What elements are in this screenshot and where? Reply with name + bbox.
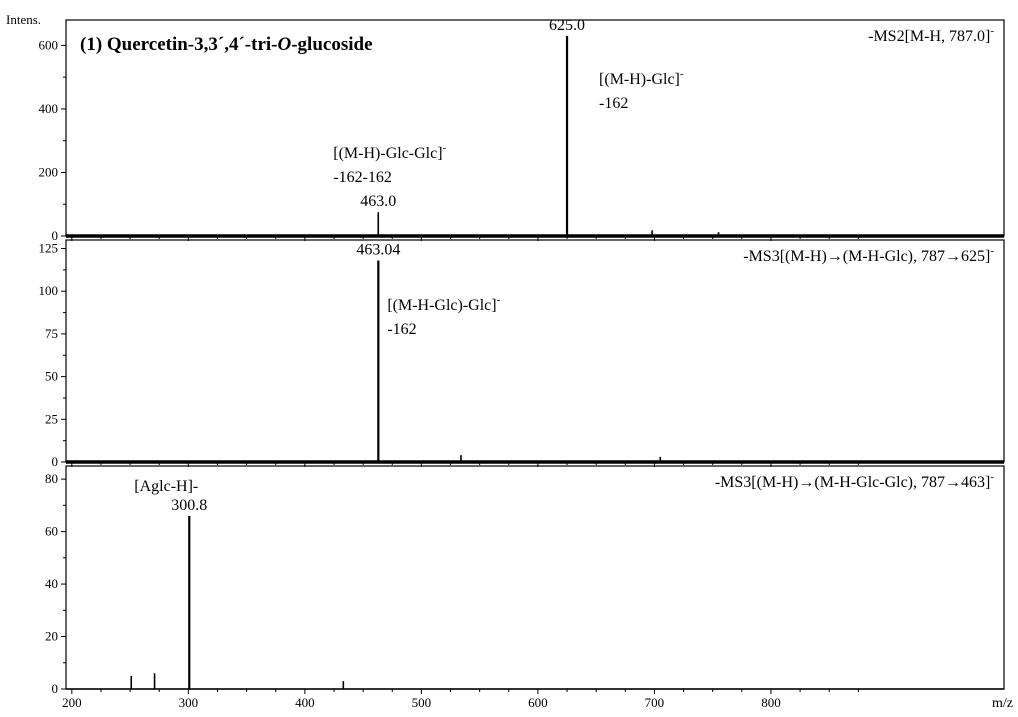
title-part-italic: O — [278, 34, 292, 55]
y-tick-label: 50 — [45, 369, 58, 384]
fragment-annotation: [(M-H)-Glc]- — [599, 68, 684, 88]
x-tick-label: 500 — [412, 695, 432, 710]
y-tick-label: 400 — [39, 101, 59, 116]
x-tick-label: 200 — [62, 695, 82, 710]
scan-label: -MS3[(M-H)→(M-H-Glc), 787→625]- — [743, 245, 994, 265]
peak-label: 625.0 — [549, 17, 585, 34]
spectrum-panel-3: 0 20 40 60 80 300.8 -MS3[(M-H)→(M-H-Glc-Glc), … — [45, 465, 1005, 710]
scan-label-superscript: - — [990, 245, 994, 257]
scan-label-superscript: - — [990, 25, 994, 37]
x-tick-label: 600 — [528, 695, 548, 710]
x-tick-label: 700 — [645, 695, 665, 710]
y-tick-label: 200 — [39, 164, 59, 179]
peak-label: 463.04 — [356, 241, 400, 258]
scan-label-superscript: - — [990, 471, 994, 483]
x-tick-label: 800 — [761, 695, 781, 710]
fragment-annotation: [(M-H)-Glc-Glc]- — [333, 142, 446, 162]
scan-label: -MS2[M-H, 787.0]- — [868, 25, 994, 45]
chart-title: (1) Quercetin-3,3´,4´-tri-O-glucoside — [80, 34, 373, 55]
fragment-annotation: -162 — [599, 95, 628, 112]
y-tick-label: 0 — [52, 228, 59, 243]
x-axis-label: m/z — [992, 696, 1013, 711]
annotation-superscript: - — [680, 68, 684, 80]
peak-label: 300.8 — [171, 497, 207, 514]
y-tick-label: 60 — [45, 524, 58, 539]
spectrum-panel-2: 0 25 50 75 100 125 463.04 -MS3[(M-H)→(M-H-Glc),… — [39, 239, 1005, 469]
annotation-superscript: - — [443, 142, 447, 154]
x-tick-label: 300 — [179, 695, 199, 710]
y-tick-label: 20 — [45, 629, 58, 644]
x-tick-label: 400 — [295, 695, 315, 710]
fragment-annotation: [Aglc-H]- — [134, 478, 198, 495]
fragment-annotation: -162-162 — [333, 169, 392, 186]
y-tick-label: 80 — [45, 471, 58, 486]
title-part-1: (1) Quercetin-3,3´,4´-tri- — [80, 34, 278, 55]
panel-frame — [65, 239, 1005, 463]
fragment-annotation: [(M-H-Glc)-Glc]- — [387, 294, 500, 314]
y-tick-label: 0 — [52, 681, 59, 696]
y-tick-label: 100 — [39, 283, 59, 298]
annotation-superscript: - — [497, 294, 501, 306]
scan-label: -MS3[(M-H)→(M-H-Glc-Glc), 787→463]- — [715, 471, 995, 491]
fragment-annotation: -162 — [387, 321, 416, 338]
y-tick-label: 0 — [52, 454, 59, 469]
y-tick-label: 25 — [45, 411, 58, 426]
y-tick-label: 600 — [39, 37, 59, 52]
y-tick-label: 75 — [45, 326, 58, 341]
title-part-2: -glucoside — [291, 34, 372, 55]
y-axis-label: Intens. — [6, 12, 41, 27]
peak-label: 463.0 — [360, 193, 396, 210]
y-tick-label: 40 — [45, 576, 58, 591]
spectrum-panel-1: 0 200 400 600 463.0 625.0 -MS2[M-H, 787.0]- [(M… — [39, 17, 1005, 243]
y-tick-label: 125 — [39, 241, 59, 256]
